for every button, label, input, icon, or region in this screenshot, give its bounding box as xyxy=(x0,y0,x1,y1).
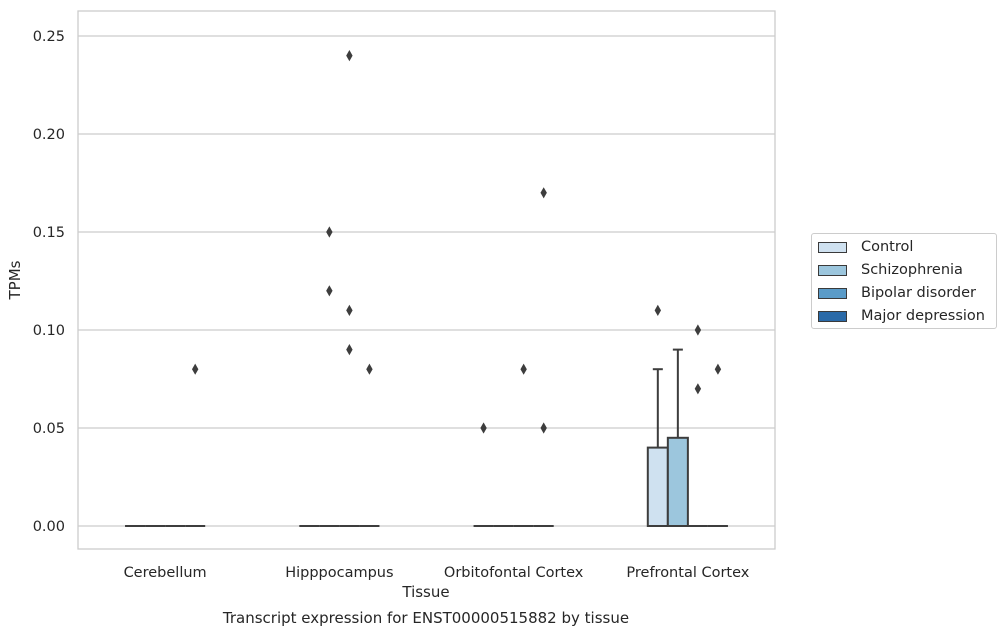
legend-swatch-schizophrenia xyxy=(818,264,847,276)
legend-label-bipolar-disorder: Bipolar disorder xyxy=(861,285,976,301)
legend-swatch-bipolar-disorder xyxy=(818,287,847,299)
box-group xyxy=(646,304,669,528)
x-axis-label: Tissue xyxy=(401,583,449,601)
plot-area-frame xyxy=(77,10,776,550)
legend-label-major-depression: Major depression xyxy=(861,308,985,324)
y-tick-label: 0.20 xyxy=(33,127,65,143)
legend-item-major-depression: Major depression xyxy=(818,306,985,326)
box-group xyxy=(473,422,494,527)
box-group xyxy=(185,363,206,527)
outlier-point xyxy=(191,363,199,375)
legend-item-control: Control xyxy=(818,237,913,257)
x-tick-labels: Cerebellum Hipppocampus Orbitofontal Corte… xyxy=(124,565,750,581)
box-group xyxy=(319,226,340,527)
box-group xyxy=(513,363,534,527)
y-tick-label: 0.25 xyxy=(33,29,65,45)
outlier-point xyxy=(714,363,722,375)
box-group xyxy=(707,363,728,527)
legend-label-control: Control xyxy=(861,239,914,255)
y-tick-labels: 0.00 0.05 0.10 0.15 0.20 0.25 xyxy=(33,29,65,535)
outlier-point xyxy=(654,304,662,316)
legend-swatch-major-depression xyxy=(818,310,847,322)
legend-item-schizophrenia: Schizophrenia xyxy=(818,260,963,280)
outlier-point xyxy=(694,383,702,395)
y-tick-label: 0.00 xyxy=(33,519,65,535)
box xyxy=(646,446,669,528)
boxes-layer xyxy=(125,50,728,528)
y-tick-label: 0.10 xyxy=(33,323,65,339)
box xyxy=(666,436,689,527)
outlier-point xyxy=(480,422,487,434)
x-tick-label: Hipppocampus xyxy=(285,565,393,581)
legend: Control Schizophrenia Bipolar disorder M… xyxy=(811,233,997,329)
box-group xyxy=(533,187,554,527)
legend-swatch-control xyxy=(818,241,847,253)
chart-title: Transcript expression for ENST0000051588… xyxy=(222,609,629,627)
outlier-point xyxy=(520,363,527,375)
outlier-point xyxy=(366,363,373,375)
x-tick-label: Orbitofontal Cortex xyxy=(444,565,584,581)
x-tick-label: Prefrontal Cortex xyxy=(626,565,749,581)
box-group xyxy=(687,324,708,527)
legend-label-schizophrenia: Schizophrenia xyxy=(861,262,963,278)
outlier-point xyxy=(346,344,353,356)
outlier-point xyxy=(346,304,353,316)
legend-item-bipolar-disorder: Bipolar disorder xyxy=(818,283,976,303)
outlier-point xyxy=(694,324,702,336)
outlier-point xyxy=(346,50,353,62)
outlier-point xyxy=(326,285,333,297)
y-tick-label: 0.15 xyxy=(33,225,65,241)
outlier-point xyxy=(326,226,333,238)
y-tick-label: 0.05 xyxy=(33,421,65,437)
box-group xyxy=(359,363,380,527)
outlier-point xyxy=(540,187,547,199)
outlier-point xyxy=(540,422,547,434)
x-tick-label: Cerebellum xyxy=(124,565,207,581)
box-group xyxy=(339,50,360,527)
box-group xyxy=(666,348,689,527)
y-axis-label: TPMs xyxy=(6,260,24,300)
